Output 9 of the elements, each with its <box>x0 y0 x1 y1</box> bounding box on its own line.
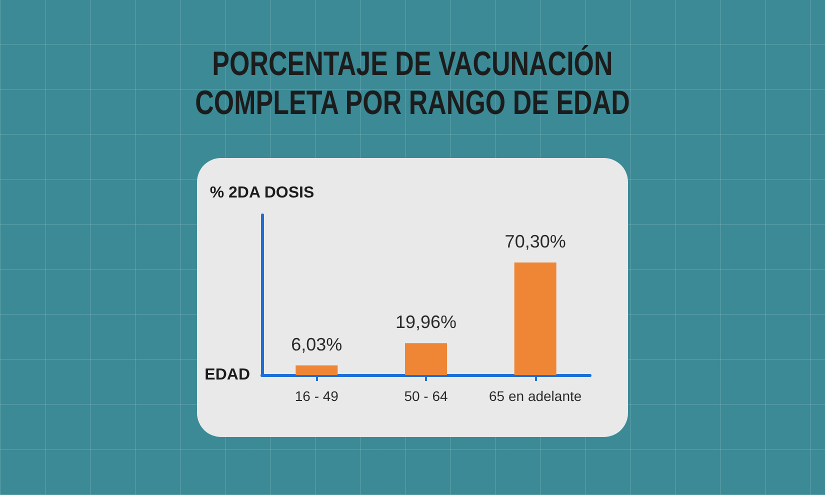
x-axis-title: EDAD <box>204 366 250 384</box>
y-axis-title: % 2DA DOSIS <box>210 184 314 202</box>
data-label: 70,30% <box>504 232 566 252</box>
chart-title: PORCENTAJE DE VACUNACIÓN COMPLETA POR RANGO DE EDAD <box>194 44 631 122</box>
data-label: 19,96% <box>395 312 457 332</box>
x-tick-label: 16 - 49 <box>294 388 339 404</box>
x-tick-label: 65 en adelante <box>489 388 582 404</box>
x-tick-label: 50 - 64 <box>404 388 448 404</box>
data-label: 6,03% <box>291 334 342 354</box>
